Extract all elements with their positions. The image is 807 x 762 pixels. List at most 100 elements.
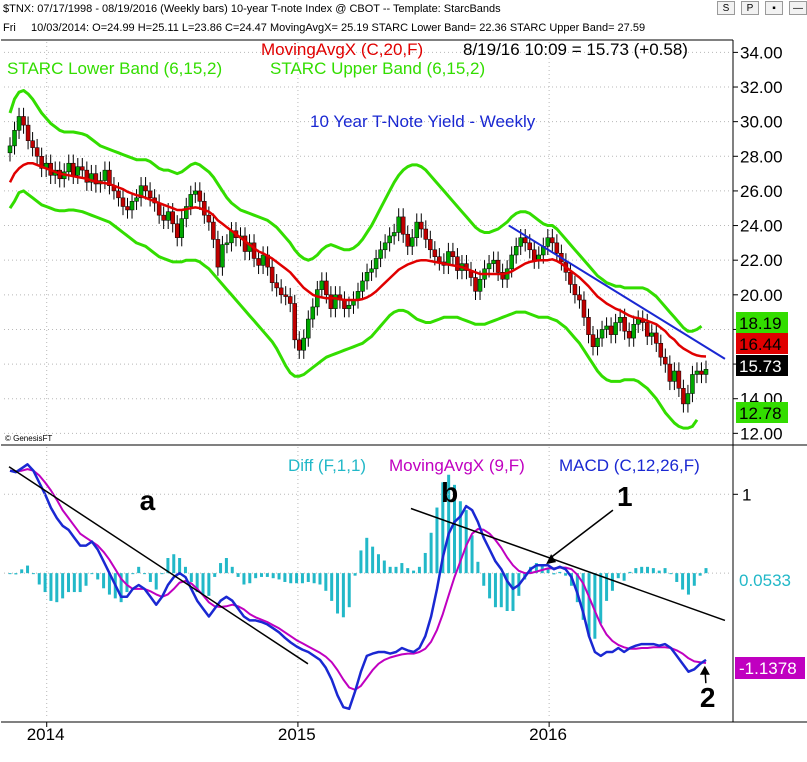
candle (89, 164, 94, 191)
last-quote: 8/19/16 10:09 = 15.73 (+0.58) (463, 40, 688, 59)
candle (554, 234, 560, 262)
candle (572, 275, 578, 304)
macd-hist-bar (488, 573, 492, 599)
macd-hist-bar (271, 573, 275, 579)
candle-body (256, 258, 261, 266)
candle (269, 258, 275, 292)
starc-lower-band (8, 189, 699, 430)
macd-hist-bar (493, 573, 497, 608)
candle-body (184, 206, 189, 219)
macd-value-text: -1.1378 (739, 659, 797, 678)
macd-value-text: 0.0533 (739, 571, 791, 590)
arrow-1-head (546, 554, 557, 565)
candle (450, 242, 456, 266)
macd-hist-bar (482, 573, 486, 586)
candle-body (554, 242, 560, 254)
macd-hist-bar (259, 573, 263, 577)
price-y-tick-label: 12.00 (740, 424, 783, 443)
candle-body (328, 294, 334, 309)
macd-hist-bar (20, 569, 24, 574)
candle-body (287, 296, 293, 304)
candle-body (120, 197, 126, 207)
macd-hist-bar (72, 573, 76, 593)
candle-body (102, 169, 108, 181)
candle-body (699, 370, 704, 375)
price-label-ma: 16.44 (736, 333, 788, 354)
macd-hist-bar (289, 573, 293, 584)
price-label-starc_lower: 12.78 (736, 402, 788, 423)
macd-hist-bar (470, 535, 474, 574)
candle-body (396, 216, 401, 233)
maximize-button[interactable]: ▪ (765, 1, 783, 15)
macd-hist-bar (651, 568, 655, 574)
macd-panel: 1 0.0533 -1.1378 a b 1 2 (1, 445, 807, 723)
candle-body (599, 329, 605, 339)
candle-body (378, 249, 383, 259)
candle (378, 241, 383, 268)
macd-hist-bar (353, 573, 357, 576)
macd-hist-bar (154, 573, 158, 590)
macd-hist-bar (283, 573, 287, 582)
candle (495, 251, 501, 281)
macd-hist-bar (96, 573, 100, 580)
macd-hist-bar (675, 573, 679, 582)
template-s-button[interactable]: S (717, 1, 735, 15)
candle (188, 185, 194, 216)
macd-hist-bar (458, 501, 462, 574)
minimize-button[interactable]: — (789, 1, 807, 15)
template-p-button[interactable]: P (741, 1, 759, 15)
macd-hist-bar (657, 570, 661, 574)
macd-hist-bar (417, 566, 421, 574)
candle-body (25, 124, 31, 141)
macd-hist-bar (441, 482, 445, 574)
candle (310, 298, 316, 328)
candle-body (161, 214, 166, 221)
candle-body (364, 272, 370, 282)
candle-body (30, 140, 35, 148)
candle-body (685, 393, 691, 405)
macd-hist-bar (341, 573, 345, 618)
macd-hist-bar (686, 573, 690, 595)
macd-value-label-macd: -1.1378 (735, 657, 805, 679)
candle-body (635, 318, 641, 325)
candle-body (518, 237, 523, 247)
candle (663, 348, 668, 373)
candle-body (450, 251, 456, 257)
candle (161, 206, 166, 230)
price-trendline (508, 224, 726, 360)
candle (617, 308, 623, 332)
candle (134, 189, 139, 210)
candle-body (617, 317, 623, 323)
candle-body (224, 242, 230, 245)
candle-body (193, 190, 198, 195)
macd-hist-bar (318, 573, 322, 585)
price-label-box (736, 355, 788, 376)
candle (292, 294, 297, 349)
candle (179, 209, 184, 247)
macd-hist-bar (646, 566, 650, 574)
macd-hist-bar (371, 546, 375, 574)
candle (7, 137, 13, 162)
candle (369, 260, 374, 281)
chart-header-day: Fri (3, 22, 16, 34)
candle-body (346, 304, 352, 309)
candle-body (473, 277, 478, 292)
candle (568, 263, 573, 294)
price-y-tick-label: 32.00 (740, 78, 783, 97)
macd-hist-bar (640, 566, 644, 574)
candle (129, 192, 135, 219)
macd-hist-bar (423, 552, 427, 574)
candle-body (423, 228, 429, 240)
candle (143, 177, 148, 200)
macd-hist-bar (365, 537, 369, 574)
candle (287, 287, 293, 313)
macd-hist-bar (663, 568, 667, 574)
price-label-starc_upper: 18.19 (736, 312, 788, 333)
candle (672, 362, 677, 391)
candle (676, 362, 682, 397)
macd-hist-bar (224, 558, 228, 574)
price-label-box (736, 312, 788, 333)
candle (174, 215, 180, 247)
candle (455, 248, 460, 280)
candle-body (12, 130, 17, 147)
